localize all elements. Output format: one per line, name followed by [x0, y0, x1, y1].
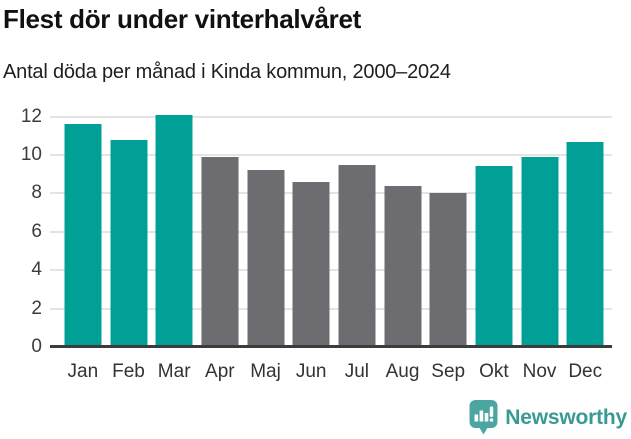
bar-apr — [201, 156, 239, 347]
bar-mar — [155, 114, 193, 347]
gridline-y-10 — [50, 153, 612, 156]
bar-column-jun: Jun — [288, 105, 334, 382]
bar-dec — [566, 141, 604, 347]
bar-column-jul: Jul — [334, 105, 380, 382]
x-tick-label-apr: Apr — [205, 361, 235, 382]
x-tick-label-okt: Okt — [479, 361, 509, 382]
page-title: Flest dör under vinterhalvåret — [3, 4, 361, 34]
gridline-y-2 — [50, 307, 612, 310]
bar-aug — [384, 185, 422, 347]
bar-chart-plot-area: Jan Feb Mar Apr Maj Jun Jul Aug Sep Okt Nov Dec — [50, 105, 612, 382]
bar-column-mar: Mar — [151, 105, 197, 382]
x-tick-label-aug: Aug — [385, 361, 420, 382]
brand-name: Newsworthy — [505, 406, 627, 429]
bar-jan — [64, 124, 102, 347]
x-tick-label-jul: Jul — [344, 361, 370, 382]
bar-columns: Jan Feb Mar Apr Maj Jun Jul Aug Sep Okt Nov Dec — [60, 105, 608, 382]
bar-column-sep: Sep — [425, 105, 471, 382]
y-tick-label-12: 12 — [20, 105, 42, 127]
bar-column-apr: Apr — [197, 105, 243, 382]
bar-nov — [521, 156, 559, 347]
bar-sep — [429, 193, 467, 347]
bar-column-maj: Maj — [243, 105, 289, 382]
y-tick-label-8: 8 — [31, 182, 42, 204]
x-tick-label-dec: Dec — [568, 361, 603, 382]
gridline-y-8 — [50, 192, 612, 195]
y-tick-label-0: 0 — [31, 336, 42, 357]
x-tick-label-mar: Mar — [157, 361, 191, 382]
bar-column-dec: Dec — [562, 105, 608, 382]
bar-feb — [110, 139, 147, 347]
chart-subtitle: Antal döda per månad i Kinda kommun, 200… — [3, 61, 451, 83]
x-tick-label-nov: Nov — [522, 361, 557, 382]
x-tick-label-maj: Maj — [250, 361, 281, 382]
bar-column-jan: Jan — [60, 105, 106, 382]
x-tick-label-jun: Jun — [295, 361, 327, 382]
gridline-y-6 — [50, 230, 612, 233]
x-axis-line — [50, 345, 612, 348]
x-tick-label-feb: Feb — [112, 361, 145, 382]
gridline-y-4 — [50, 269, 612, 272]
bar-maj — [247, 170, 285, 347]
x-tick-label-jan: Jan — [67, 361, 99, 382]
y-tick-label-10: 10 — [20, 143, 42, 165]
bar-jul — [338, 164, 376, 347]
newsworthy-branding: Newsworthy — [469, 399, 627, 437]
bar-column-feb: Feb — [106, 105, 152, 382]
bar-okt — [475, 166, 513, 347]
bar-jun — [292, 181, 330, 347]
bar-column-okt: Okt — [471, 105, 517, 382]
y-tick-label-4: 4 — [31, 259, 42, 281]
bar-column-aug: Aug — [380, 105, 426, 382]
y-tick-label-6: 6 — [31, 220, 42, 242]
y-axis-labels: 0 2 4 6 8 10 12 — [0, 105, 42, 356]
bar-column-nov: Nov — [517, 105, 563, 382]
y-tick-label-2: 2 — [31, 297, 42, 319]
gridline-y-12 — [50, 115, 612, 118]
x-tick-label-sep: Sep — [431, 361, 466, 382]
bar-chart-speech-bubble-icon — [469, 400, 498, 435]
